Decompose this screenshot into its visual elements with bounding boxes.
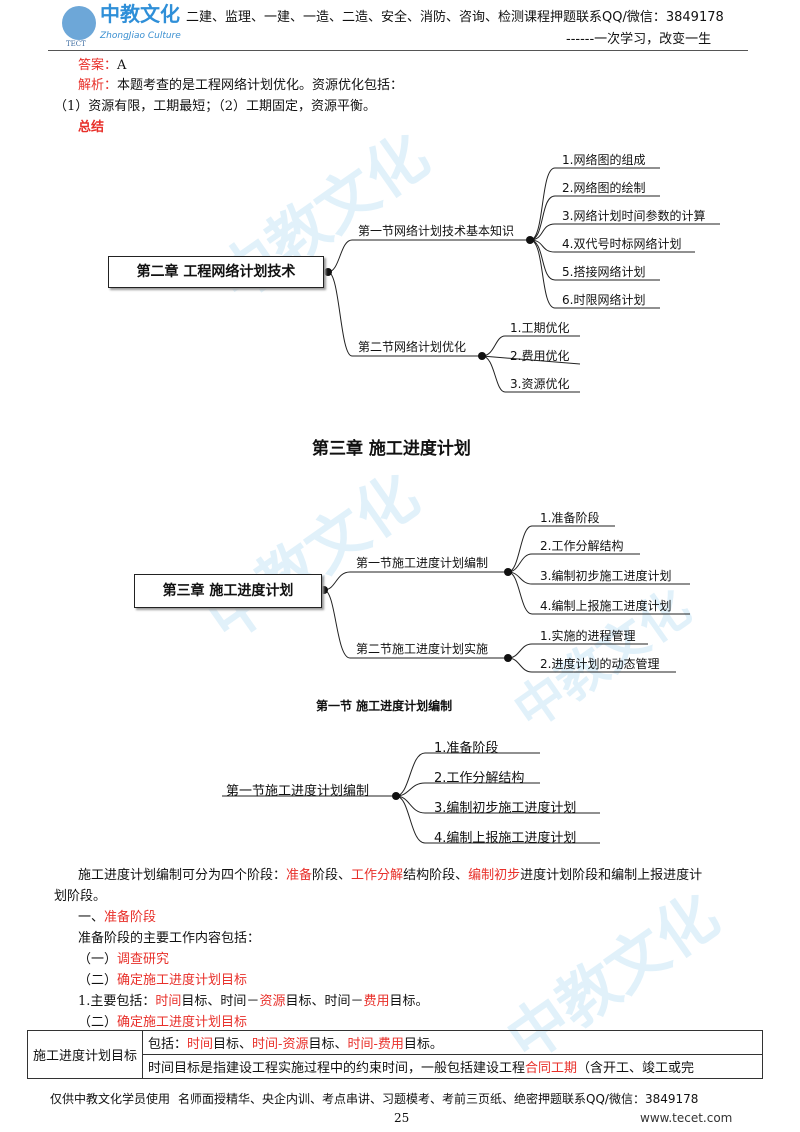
mindmap1-item: 4.双代号时标网络计划 [562, 237, 682, 251]
mindmap1-item: 1.工期优化 [510, 321, 570, 335]
mindmap1-item: 2.费用优化 [510, 349, 570, 363]
node-dot [526, 236, 534, 244]
mindmap2-branch: 第一节施工进度计划编制 [356, 556, 489, 570]
mindmap3-root: 第一节施工进度计划编制 [226, 784, 370, 799]
page-number: 25 [394, 1111, 410, 1125]
footer-usage: 仅供中教文化学员使用 [50, 1092, 171, 1106]
analysis-text: 本题考查的是工程网络计划优化。资源优化包括： [117, 78, 404, 93]
mindmap2-branch: 第二节施工进度计划实施 [356, 642, 489, 656]
main-line: 1.主要包括：时间目标、时间－资源目标、时间－费用目标。 [78, 994, 429, 1009]
mindmap2-item: 2.工作分解结构 [540, 539, 624, 553]
node-dot [320, 586, 328, 594]
mindmap3-item: 1.准备阶段 [434, 741, 499, 756]
mindmap2-item: 3.编制初步施工进度计划 [540, 569, 672, 583]
heading-1: 一、准备阶段 [78, 910, 157, 925]
mindmap1-branch: 第二节网络计划优化 [358, 340, 467, 354]
node-dot [478, 352, 486, 360]
header-prefix: 二建、 [186, 10, 226, 25]
logo-subtitle: ZhongJiao Culture [100, 31, 181, 41]
mindmap1-item: 1.网络图的组成 [562, 153, 646, 167]
mindmap2-item: 1.准备阶段 [540, 511, 600, 525]
mindmap1-item: 2.网络图的绘制 [562, 181, 646, 195]
table-row: 时间目标是指建设工程实施过程中的约束时间，一般包括建设工程合同工期（含开工、竣工… [142, 1054, 763, 1079]
header-line1: 监理、一建、一造、二造、安全、消防、咨询、检测课程押题联系QQ/微信：38491… [225, 10, 724, 25]
mindmap3-item: 4.编制上报施工进度计划 [434, 831, 577, 846]
section1-title: 第一节 施工进度计划编制 [316, 699, 453, 713]
answer-value: A [117, 58, 127, 73]
mindmap2-item: 4.编制上报施工进度计划 [540, 599, 672, 613]
footer-ad: 名师面授精华、央企内训、考点串讲、习题模考、考前三页纸、绝密押题联系QQ/微信：… [178, 1092, 699, 1106]
mindmap1-item: 5.搭接网络计划 [562, 265, 646, 279]
item-a: （一）调查研究 [78, 952, 170, 967]
mindmap2-root: 第三章 施工进度计划 [134, 574, 322, 608]
analysis-label: 解析： [78, 78, 118, 93]
mindmap1-item: 3.网络计划时间参数的计算 [562, 209, 706, 223]
mindmap3-item: 3.编制初步施工进度计划 [434, 801, 577, 816]
header-motto: ------一次学习，改变一生 [566, 32, 712, 47]
mindmap1-item: 3.资源优化 [510, 377, 570, 391]
node-dot [324, 268, 332, 276]
header-line1-wrap: 二建、监理、一建、一造、二造、安全、消防、咨询、检测课程押题联系QQ/微信：38… [186, 10, 724, 26]
analysis-text2: （1）资源有限，工期最短；（2）工期固定，资源平衡。 [54, 99, 377, 114]
mindmap3-item: 2.工作分解结构 [434, 771, 525, 786]
mindmap-connectors [222, 167, 720, 844]
header-divider [48, 50, 748, 51]
table-row: 包括：时间目标、时间-资源目标、时间-费用目标。 [142, 1030, 763, 1055]
footer-site[interactable]: www.tecet.com [640, 1111, 733, 1125]
node-dot [504, 654, 512, 662]
table-head: 施工进度计划目标 [27, 1030, 143, 1079]
summary-label: 总结 [78, 120, 105, 135]
item-c: （二）确定施工进度计划目标 [78, 1015, 248, 1030]
paragraph: 施工进度计划编制可分为四个阶段：准备阶段、工作分解结构阶段、编制初步进度计划阶段… [78, 868, 703, 883]
paragraph-cont: 划阶段。 [54, 889, 107, 904]
mindmap1-branch: 第一节网络计划技术基本知识 [358, 224, 515, 238]
answer-label: 答案： [78, 58, 118, 73]
footer-line: 仅供中教文化学员使用 名师面授精华、央企内训、考点串讲、习题模考、考前三页纸、绝密… [50, 1092, 698, 1107]
item-b: （二）确定施工进度计划目标 [78, 973, 248, 988]
logo-icon [62, 6, 96, 40]
node-dot [504, 568, 512, 576]
goal-table: 施工进度计划目标 包括：时间目标、时间-资源目标、时间-费用目标。 时间目标是指… [27, 1030, 763, 1079]
logo-text: 中教文化 [100, 2, 180, 26]
mindmap2-item: 1.实施的进程管理 [540, 629, 636, 643]
mindmap2-item: 2.进度计划的动态管理 [540, 657, 660, 671]
chapter3-title: 第三章 施工进度计划 [312, 439, 471, 459]
logo-tag: TECT [66, 40, 86, 48]
intro: 准备阶段的主要工作内容包括： [78, 931, 261, 946]
mindmap1-root: 第二章 工程网络计划技术 [108, 256, 324, 288]
node-dot [392, 792, 400, 800]
mindmap1-item: 6.时限网络计划 [562, 293, 646, 307]
